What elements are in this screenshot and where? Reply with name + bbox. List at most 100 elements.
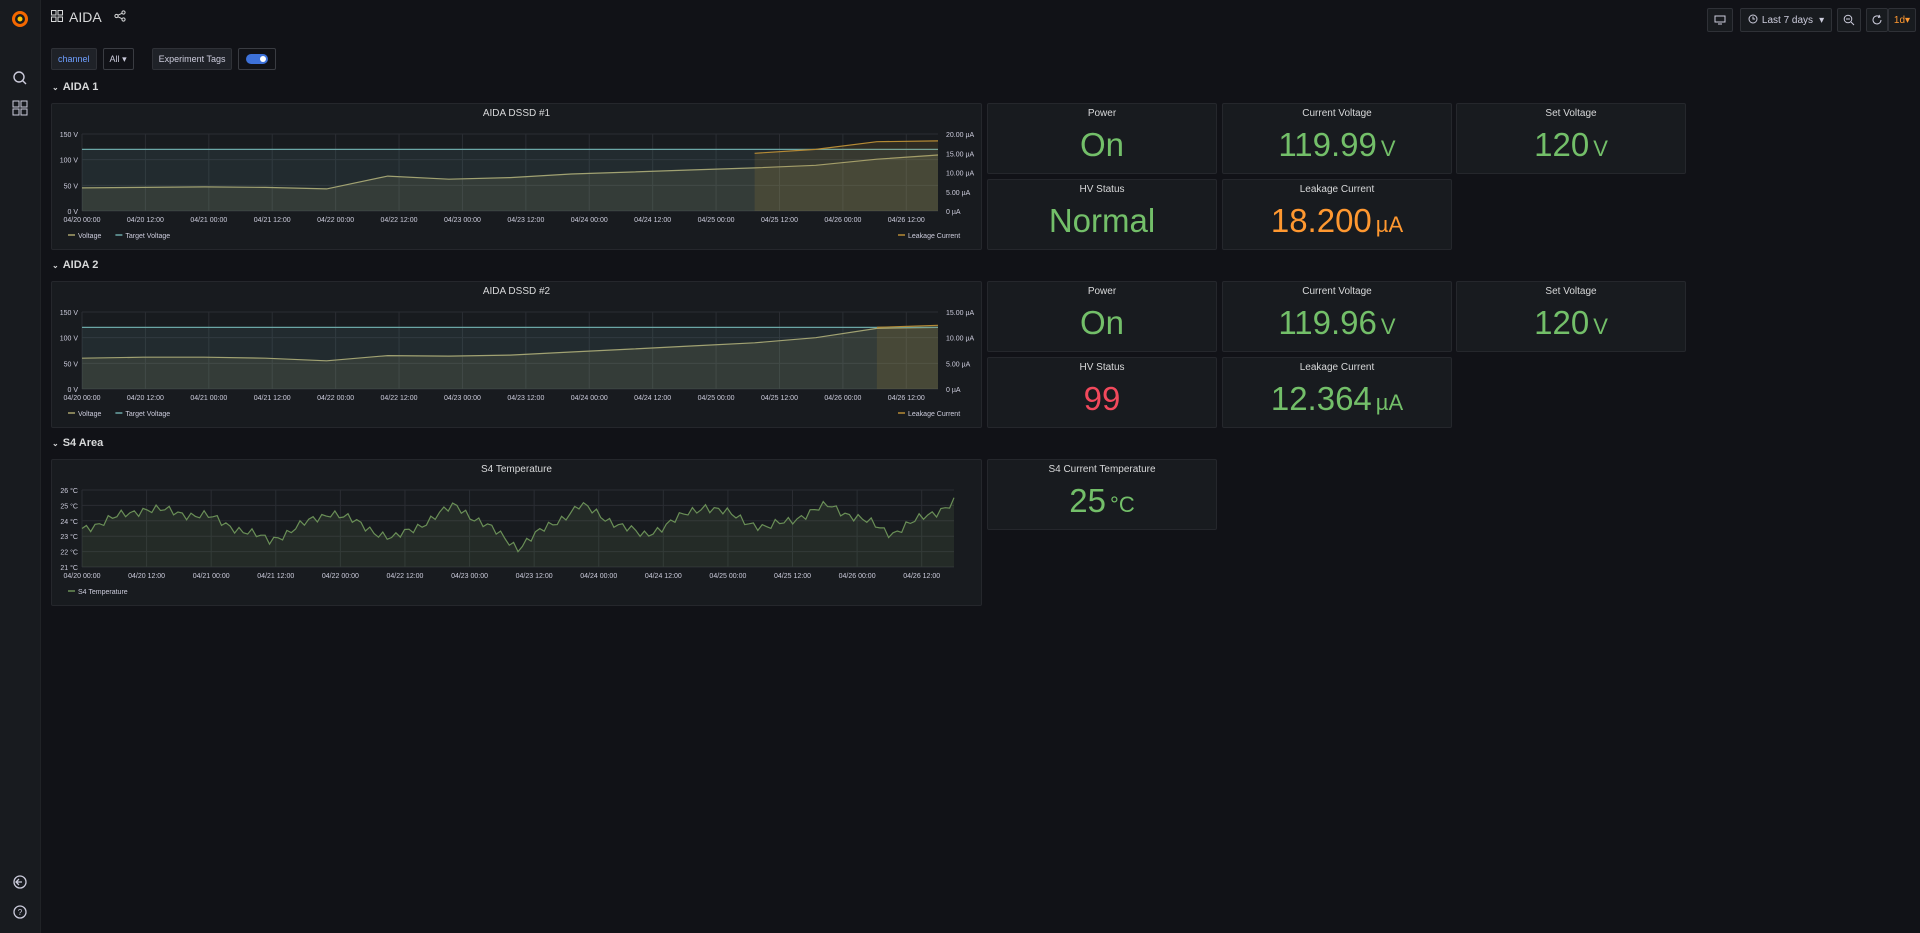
x-tick-label: 04/21 12:00	[254, 395, 291, 402]
chevron-down-icon: ▾	[1819, 14, 1825, 26]
search-icon[interactable]	[8, 66, 32, 90]
y2-tick-label: 15.00 µA	[946, 151, 974, 158]
series-area	[82, 149, 938, 211]
y2-tick-label: 5.00 µA	[946, 361, 971, 368]
stat-value-container: 18.200 µA	[1223, 202, 1451, 240]
x-tick-label: 04/20 12:00	[127, 217, 164, 224]
x-tick-label: 04/22 12:00	[381, 395, 418, 402]
stat-unit: µA	[1375, 212, 1404, 237]
stat-value: Normal	[1048, 202, 1156, 239]
x-tick-label: 04/24 12:00	[634, 395, 671, 402]
x-tick-label: 04/23 00:00	[444, 217, 481, 224]
timeseries-chart-s4-temperature: 26 °C 25 °C 24 °C 23 °C 22 °C 21 °C04/20 00:0…	[60, 487, 955, 596]
sign-in-icon[interactable]	[8, 870, 32, 894]
timeseries-chart-aida-1: 150 V 100 V 50 V 0 V 20.00 µA 15.00 µA 10.00 µ…	[60, 132, 975, 240]
series-line	[81, 326, 939, 362]
time-range-picker[interactable]: Last 7 days ▾	[1740, 8, 1832, 32]
refresh-button[interactable]	[1866, 8, 1888, 32]
stat-value: 99	[1083, 380, 1121, 417]
row-header-aida-2[interactable]: ⌄ AIDA 2	[52, 259, 98, 271]
x-tick-label: 04/20 12:00	[127, 395, 164, 402]
tv-mode-button[interactable]	[1707, 8, 1733, 32]
channel-variable-select[interactable]: All ▾	[102, 48, 134, 70]
panel-s4-temperature[interactable]: S4 Temperature 26 °C 25 °C 24 °C 23 °C 22 °C…	[51, 459, 982, 606]
panel-title: Leakage Current	[1299, 362, 1375, 373]
timeseries-chart-aida-2: 150 V 100 V 50 V 0 V 15.00 µA 10.00 µA 5.00 µA…	[60, 310, 975, 418]
x-tick-label: 04/26 12:00	[888, 395, 925, 402]
y-tick-label: 23 °C	[60, 533, 78, 541]
row-title: S4 Area	[62, 437, 104, 449]
panel-title: Power	[1087, 108, 1117, 119]
stat-panel-hv-status-2[interactable]: HV Status 99	[987, 357, 1217, 428]
zoom-out-icon	[1843, 14, 1855, 26]
dashboard-grid-icon	[51, 9, 63, 25]
dashboard-title[interactable]: AIDA	[69, 9, 102, 25]
stat-panel-current-voltage-2[interactable]: Current Voltage 119.96 V	[1222, 281, 1452, 352]
chevron-down-icon: ▾	[1905, 14, 1911, 26]
grafana-logo-icon[interactable]	[8, 7, 32, 31]
panel-title: S4 Current Temperature	[1048, 464, 1156, 475]
stat-panel-current-voltage-1[interactable]: Current Voltage 119.99 V	[1222, 103, 1452, 174]
channel-variable-value: All	[109, 54, 120, 64]
series-line	[81, 154, 939, 190]
panel-title: Set Voltage	[1545, 286, 1597, 297]
monitor-icon	[1714, 15, 1726, 25]
y2-tick-label: 15.00 µA	[946, 310, 974, 317]
annotation-toggle[interactable]	[238, 48, 277, 70]
stat-value-container: 119.99 V	[1223, 126, 1451, 164]
stat-panel-set-voltage-2[interactable]: Set Voltage 120 V	[1456, 281, 1686, 352]
y-tick-label: 100 V	[60, 336, 79, 343]
panel-aida-dssd-2[interactable]: AIDA DSSD #2 150 V 100 V 50 V 0 V 15.00 µA 10…	[51, 281, 982, 428]
row-title: AIDA 2	[62, 259, 99, 271]
stat-panel-hv-status-1[interactable]: HV Status Normal	[987, 179, 1217, 250]
stat-value-container: 12.364 µA	[1223, 380, 1451, 418]
y2-tick-label: 0 µA	[946, 209, 961, 216]
dashboards-icon[interactable]	[8, 96, 32, 120]
y2-tick-label: 10.00 µA	[946, 336, 974, 343]
help-icon[interactable]: ?	[8, 900, 32, 924]
x-tick-label: 04/22 12:00	[381, 217, 418, 224]
toggle-switch[interactable]	[246, 54, 269, 64]
stat-value-container: 25 °C	[988, 482, 1216, 520]
row-title: AIDA 1	[62, 81, 99, 93]
stat-value-container: 120 V	[1457, 304, 1685, 342]
x-tick-label: 04/23 00:00	[451, 573, 488, 580]
x-tick-label: 04/20 00:00	[64, 217, 101, 224]
y2-tick-label: 5.00 µA	[946, 190, 971, 197]
y-tick-label: 0 V	[67, 209, 78, 216]
chevron-down-icon: ⌄	[52, 438, 59, 448]
refresh-interval-label: 1d	[1893, 14, 1906, 26]
panel-title: Power	[1087, 286, 1117, 297]
variables-bar: channel All ▾ Experiment Tags	[51, 48, 277, 70]
x-tick-label: 04/25 00:00	[698, 395, 735, 402]
zoom-out-button[interactable]	[1837, 8, 1861, 32]
panel-title: AIDA DSSD #1	[482, 108, 551, 119]
stat-panel-s4-current-temperature[interactable]: S4 Current Temperature 25 °C	[987, 459, 1217, 530]
sidebar: ?	[0, 0, 41, 933]
y2-tick-label: 20.00 µA	[946, 132, 974, 139]
stat-value: 12.364	[1270, 380, 1372, 417]
x-tick-label: 04/21 12:00	[254, 217, 291, 224]
legend-label: Leakage Current	[908, 233, 960, 240]
refresh-interval-picker[interactable]: 1d ▾	[1888, 8, 1916, 32]
share-icon[interactable]	[114, 9, 126, 25]
series-area	[82, 327, 938, 389]
row-header-aida-1[interactable]: ⌄ AIDA 1	[52, 81, 98, 93]
stat-panel-leakage-current-2[interactable]: Leakage Current 12.364 µA	[1222, 357, 1452, 428]
stat-value: 18.200	[1270, 202, 1372, 239]
stat-panel-set-voltage-1[interactable]: Set Voltage 120 V	[1456, 103, 1686, 174]
stat-unit: °C	[1110, 492, 1135, 517]
row-header-s4-area[interactable]: ⌄ S4 Area	[52, 437, 103, 449]
x-tick-label: 04/21 12:00	[257, 573, 294, 580]
stat-unit: V	[1380, 314, 1396, 339]
stat-panel-leakage-current-1[interactable]: Leakage Current 18.200 µA	[1222, 179, 1452, 250]
stat-panel-power-2[interactable]: Power On	[987, 281, 1217, 352]
x-tick-label: 04/25 12:00	[761, 217, 798, 224]
x-tick-label: 04/24 00:00	[571, 395, 608, 402]
x-tick-label: 04/24 12:00	[645, 573, 682, 580]
y-tick-label: 22 °C	[60, 549, 78, 557]
stat-panel-power-1[interactable]: Power On	[987, 103, 1217, 174]
x-tick-label: 04/25 00:00	[698, 217, 735, 224]
x-tick-label: 04/21 00:00	[193, 573, 230, 580]
